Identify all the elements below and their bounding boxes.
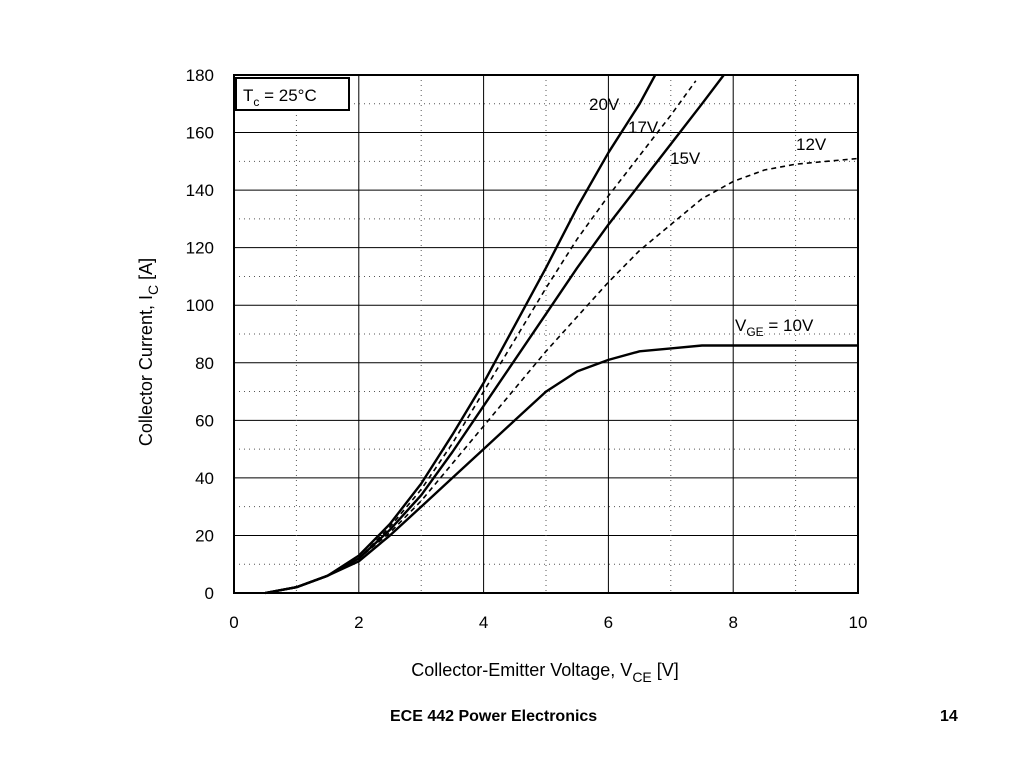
series-line-3 xyxy=(265,157,859,594)
page-number: 14 xyxy=(940,708,958,725)
series-line-0 xyxy=(264,74,657,595)
footer-title: ECE 442 Power Electronics xyxy=(390,708,598,725)
y-tick-label: 120 xyxy=(186,239,214,258)
x-tick-label: 0 xyxy=(229,613,238,632)
series-layer xyxy=(264,74,859,595)
y-tick-label: 20 xyxy=(195,526,214,545)
series-label-4: VGE = 10V xyxy=(735,316,814,339)
x-axis-label: Collector-Emitter Voltage, VCE [V] xyxy=(411,660,679,685)
y-tick-label: 140 xyxy=(186,181,214,200)
y-tick-label: 160 xyxy=(186,124,214,143)
plot-frame xyxy=(233,74,859,594)
x-tick-label: 6 xyxy=(604,613,613,632)
series-label-3: 12V xyxy=(796,135,827,154)
y-tick-label: 60 xyxy=(195,411,214,430)
temperature-annotation: Tc = 25°C xyxy=(235,77,350,111)
x-tick-label: 8 xyxy=(728,613,737,632)
y-tick-label: 180 xyxy=(186,66,214,85)
series-label-1: 17V xyxy=(628,118,659,137)
y-tick-label: 100 xyxy=(186,296,214,315)
x-tick-label: 10 xyxy=(849,613,868,632)
series-label-2: 15V xyxy=(670,149,701,168)
y-axis-label: Collector Current, IC [A] xyxy=(136,258,161,446)
series-label-0: 20V xyxy=(589,95,620,114)
series-line-4 xyxy=(264,344,858,595)
x-tick-label: 2 xyxy=(354,613,363,632)
curve-labels-layer: 20V 17V 15V 12V VGE = 10V xyxy=(589,95,827,339)
annotation-text: Tc = 25°C xyxy=(243,86,317,109)
annotation-frame xyxy=(235,77,350,111)
series-line-1 xyxy=(265,80,697,594)
y-tick-label: 80 xyxy=(195,354,214,373)
y-tick-label: 40 xyxy=(195,469,214,488)
y-tick-label: 0 xyxy=(205,584,214,603)
x-tick-label: 4 xyxy=(479,613,488,632)
